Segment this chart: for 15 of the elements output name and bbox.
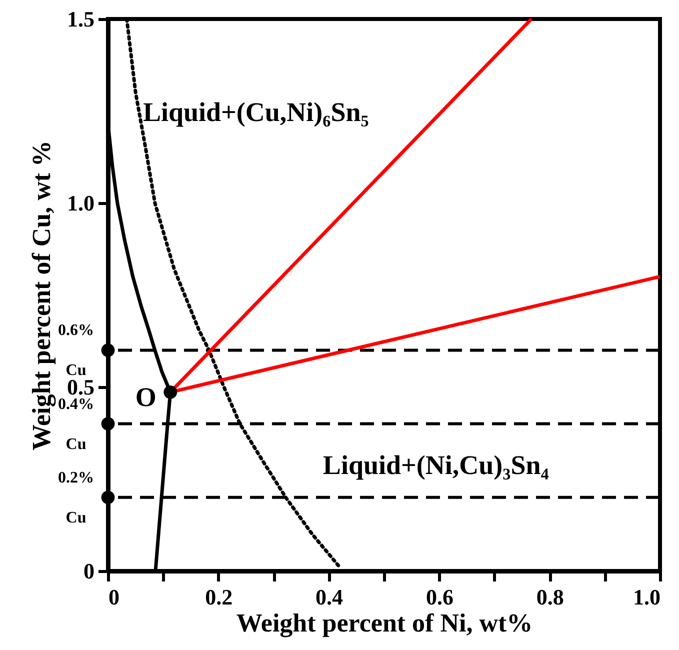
y-axis-title: Weight percent of Cu, wt % [27,140,56,451]
annotation: Liquid+(Ni,Cu)₃Sn₄ [322,450,549,480]
x-axis-title: Weight percent of Ni, wt% [236,608,533,638]
y-tick-label: 1.5 [67,6,94,32]
x-tick-label: 1.0 [633,584,660,610]
x-tick-label: 0 [108,584,120,610]
x-tick-label: 0.4 [316,584,344,610]
y-tick-label: 0 [84,558,94,584]
x-tick-label: 0.2 [205,584,233,610]
y-tick-label: 1.0 [67,190,94,216]
x-tick-label: 0.6 [426,584,454,610]
annotation: O [135,382,156,412]
text: 0.2% Cu [58,469,94,526]
annotation: Liquid+(Cu,Ni)₆Sn₅ [142,96,369,127]
x-tick-label: 0.8 [536,584,564,610]
